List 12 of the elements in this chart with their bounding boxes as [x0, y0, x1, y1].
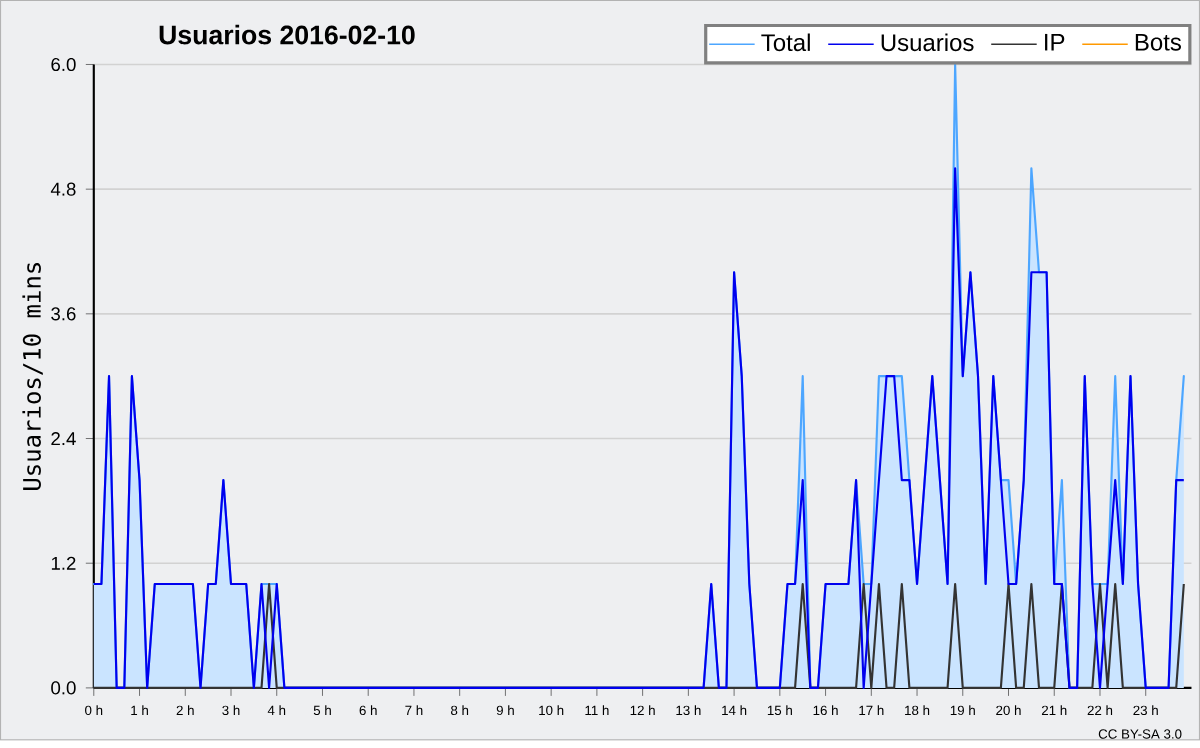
legend-label: Total: [761, 33, 810, 52]
legend-label: Bots: [1135, 34, 1181, 51]
y-tick-label: 1.2: [51, 556, 76, 570]
chart-title: Usuarios 2016-02-10: [159, 25, 415, 45]
legend-label: IP: [1045, 34, 1065, 51]
y-tick-label: 2.4: [51, 432, 76, 446]
y-tick-label: 3.6: [51, 307, 76, 321]
y-tick-label: 4.8: [50, 182, 76, 196]
legend-label: Usuarios: [881, 33, 974, 52]
y-axis-title: Usuarios/10 mins: [22, 263, 43, 491]
y-tick-label: 6.0: [51, 58, 76, 72]
y-tick-label: 0.0: [51, 681, 76, 695]
